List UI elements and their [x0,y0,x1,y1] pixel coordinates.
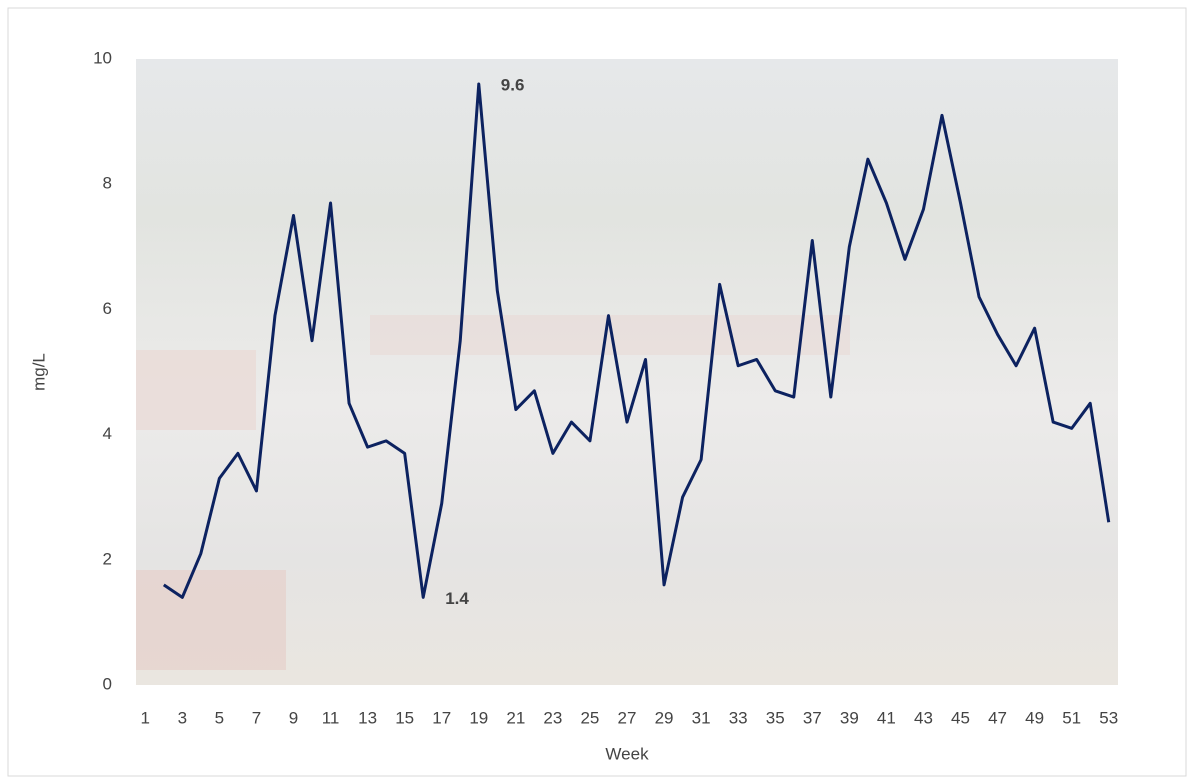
x-axis-label: Week [605,744,649,763]
y-tick-label: 0 [103,674,112,693]
x-tick-label: 45 [951,708,970,727]
x-tick-label: 27 [618,708,637,727]
background-roof [136,350,256,430]
x-tick-label: 29 [655,708,674,727]
x-tick-label: 9 [289,708,298,727]
x-tick-label: 47 [988,708,1007,727]
x-tick-label: 19 [469,708,488,727]
x-tick-label: 5 [215,708,224,727]
x-tick-label: 21 [506,708,525,727]
x-tick-label: 37 [803,708,822,727]
data-label: 9.6 [501,76,525,95]
x-tick-label: 3 [178,708,187,727]
x-tick-label: 13 [358,708,377,727]
x-tick-label: 39 [840,708,859,727]
x-tick-label: 31 [692,708,711,727]
x-tick-label: 15 [395,708,414,727]
x-tick-label: 11 [322,708,340,727]
y-tick-label: 2 [103,549,112,568]
x-tick-label: 51 [1062,708,1081,727]
y-axis-label: mg/L [29,353,48,391]
x-tick-label: 43 [914,708,933,727]
background-roof [136,570,286,670]
x-tick-label: 53 [1099,708,1118,727]
data-label: 1.4 [445,589,469,608]
y-tick-label: 4 [103,424,112,443]
x-tick-label: 33 [729,708,748,727]
x-tick-label: 41 [877,708,896,727]
plot-background [136,59,1118,685]
data-line [162,82,1111,599]
x-tick-label: 49 [1025,708,1044,727]
x-tick-label: 7 [252,708,261,727]
y-tick-label: 10 [93,48,112,67]
y-tick-label: 8 [103,174,112,193]
x-tick-label: 17 [432,708,451,727]
x-tick-label: 25 [580,708,599,727]
x-tick-label: 23 [543,708,562,727]
x-tick-label: 35 [766,708,785,727]
x-tick-label: 1 [141,708,150,727]
y-tick-label: 6 [103,299,112,318]
